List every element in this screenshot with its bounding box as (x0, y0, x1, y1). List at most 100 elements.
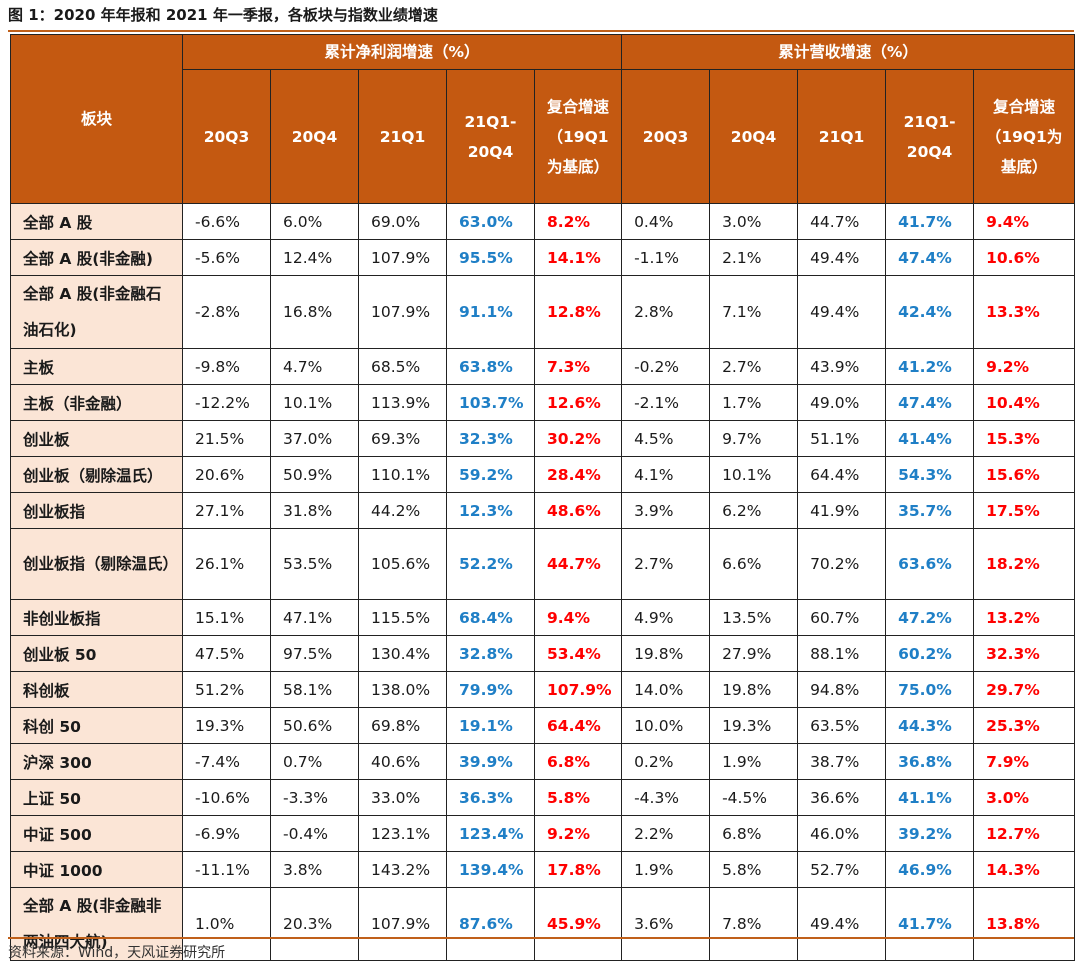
profit-cell: 17.8% (533, 851, 623, 888)
revenue-cell: 15.3% (973, 420, 1076, 457)
profit-cell: -0.4% (270, 815, 359, 852)
profit-cell: 33.0% (358, 779, 447, 816)
profit-cell: 32.8% (446, 635, 535, 672)
revenue-cell: 19.3% (709, 707, 799, 744)
revenue-cell: 41.7% (885, 887, 975, 961)
col-header: 20Q3 (182, 69, 271, 204)
table-row: 上证 50 -10.6% -3.3% 33.0% 36.3% 5.8% -4.3% -4.5%… (10, 779, 1076, 816)
col-header: 21Q1-20Q4 (885, 69, 975, 204)
revenue-cell: 2.7% (709, 348, 799, 385)
revenue-cell: 42.4% (885, 275, 975, 349)
row-label: 创业板指（剔除温氏） (10, 528, 183, 600)
revenue-cell: 88.1% (797, 635, 887, 672)
table-row: 沪深 300 -7.4% 0.7% 40.6% 39.9% 6.8% 0.2% 1.9% 38.… (10, 743, 1076, 780)
profit-cell: -5.6% (182, 239, 271, 276)
revenue-cell: 49.0% (797, 384, 887, 421)
profit-cell: 107.9% (358, 275, 447, 349)
profit-cell: 6.8% (533, 743, 623, 780)
revenue-cell: -4.5% (709, 779, 799, 816)
table-row: 主板（非金融） -12.2% 10.1% 113.9% 103.7% 12.6% -2.1%… (10, 384, 1076, 421)
table-body: 全部 A 股 -6.6% 6.0% 69.0% 63.0% 8.2% 0.4% 3.0% 44.… (10, 203, 1076, 961)
revenue-cell: 27.9% (709, 635, 799, 672)
revenue-cell: -0.2% (621, 348, 711, 385)
table-row: 创业板指（剔除温氏） 26.1% 53.5% 105.6% 52.2% 44.7% 2.7%… (10, 528, 1076, 600)
profit-cell: -7.4% (182, 743, 271, 780)
row-label: 创业板（剔除温氏） (10, 456, 183, 493)
revenue-cell: 46.0% (797, 815, 887, 852)
profit-cell: 79.9% (446, 671, 535, 708)
group-header-row: 板块 累计净利润增速（%） 累计营收增速（%） (10, 34, 1076, 204)
table-row: 主板 -9.8% 4.7% 68.5% 63.8% 7.3% -0.2% 2.7% 43.9% 4… (10, 348, 1076, 385)
profit-cell: 48.6% (533, 492, 623, 529)
profit-cell: 97.5% (270, 635, 359, 672)
profit-cell: 115.5% (358, 599, 447, 636)
profit-cell: 103.7% (446, 384, 535, 421)
profit-cell: 40.6% (358, 743, 447, 780)
revenue-cell: 44.3% (885, 707, 975, 744)
col-header: 21Q1 (358, 69, 447, 204)
revenue-cell: 18.2% (973, 528, 1076, 600)
revenue-cell: 2.7% (621, 528, 711, 600)
revenue-cell: 94.8% (797, 671, 887, 708)
revenue-cell: 39.2% (885, 815, 975, 852)
revenue-cell: 29.7% (973, 671, 1076, 708)
row-label: 主板（非金融） (10, 384, 183, 421)
revenue-cell: 1.9% (621, 851, 711, 888)
revenue-cell: 32.3% (973, 635, 1076, 672)
row-label: 创业板 (10, 420, 183, 457)
profit-cell: 123.1% (358, 815, 447, 852)
revenue-cell: 49.4% (797, 239, 887, 276)
profit-cell: 113.9% (358, 384, 447, 421)
revenue-cell: 13.5% (709, 599, 799, 636)
profit-cell: 52.2% (446, 528, 535, 600)
table-row: 全部 A 股 -6.6% 6.0% 69.0% 63.0% 8.2% 0.4% 3.0% 44.… (10, 203, 1076, 240)
revenue-cell: 47.4% (885, 384, 975, 421)
row-label: 沪深 300 (10, 743, 183, 780)
source-note: 资料来源：Wind，天风证券研究所 (8, 945, 226, 961)
profit-cell: 68.5% (358, 348, 447, 385)
revenue-cell: 19.8% (709, 671, 799, 708)
profit-cell: 50.6% (270, 707, 359, 744)
revenue-cell: 4.5% (621, 420, 711, 457)
revenue-cell: 6.8% (709, 815, 799, 852)
revenue-cell: 38.7% (797, 743, 887, 780)
revenue-cell: -1.1% (621, 239, 711, 276)
row-label: 中证 500 (10, 815, 183, 852)
revenue-cell: 6.2% (709, 492, 799, 529)
col-header: 复合增速（19Q1为基底） (533, 69, 623, 204)
table-row: 全部 A 股(非金融石油石化) -2.8% 16.8% 107.9% 91.1% 12.8… (10, 275, 1076, 349)
profit-cell: 14.1% (533, 239, 623, 276)
revenue-cell: 41.9% (797, 492, 887, 529)
revenue-cell: 25.3% (973, 707, 1076, 744)
profit-cell: 69.3% (358, 420, 447, 457)
revenue-cell: 19.8% (621, 635, 711, 672)
table-row: 中证 1000 -11.1% 3.8% 143.2% 139.4% 17.8% 1.9% 5.… (10, 851, 1076, 888)
profit-cell: 107.9% (358, 239, 447, 276)
profit-cell: 19.1% (446, 707, 535, 744)
profit-cell: 53.5% (270, 528, 359, 600)
col-header: 21Q1 (797, 69, 887, 204)
revenue-cell: 5.8% (709, 851, 799, 888)
revenue-cell: 51.1% (797, 420, 887, 457)
revenue-cell: -2.1% (621, 384, 711, 421)
revenue-cell: 9.7% (709, 420, 799, 457)
revenue-cell: 46.9% (885, 851, 975, 888)
row-label: 创业板指 (10, 492, 183, 529)
revenue-cell: 60.2% (885, 635, 975, 672)
row-label: 全部 A 股 (10, 203, 183, 240)
row-label: 科创 50 (10, 707, 183, 744)
revenue-cell: 47.4% (885, 239, 975, 276)
table-row: 创业板 21.5% 37.0% 69.3% 32.3% 30.2% 4.5% 9.7% 51.1… (10, 420, 1076, 457)
revenue-cell: 0.2% (621, 743, 711, 780)
profit-cell: 130.4% (358, 635, 447, 672)
revenue-cell: 10.0% (621, 707, 711, 744)
revenue-cell: 4.9% (621, 599, 711, 636)
revenue-cell: 36.8% (885, 743, 975, 780)
col-header: 21Q1-20Q4 (446, 69, 535, 204)
column-header-row: 20Q3 20Q4 21Q1 21Q1-20Q4 复合增速（19Q1为基底） 2… (11, 69, 1076, 204)
profit-cell: 107.9% (358, 887, 447, 961)
row-label: 主板 (10, 348, 183, 385)
profit-cell: 64.4% (533, 707, 623, 744)
caption-rule-top (8, 30, 1074, 32)
revenue-cell: 41.7% (885, 203, 975, 240)
